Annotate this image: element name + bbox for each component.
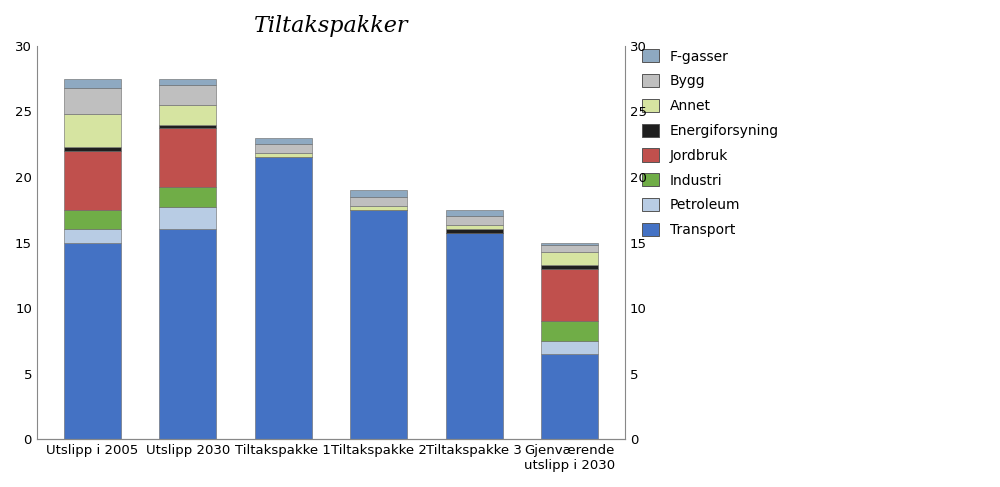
Bar bbox=[255, 153, 312, 157]
Bar bbox=[64, 147, 121, 151]
Bar bbox=[446, 225, 503, 229]
Bar bbox=[541, 354, 598, 439]
Bar bbox=[255, 157, 312, 439]
Bar bbox=[64, 88, 121, 114]
Bar bbox=[159, 129, 216, 187]
Bar bbox=[159, 229, 216, 439]
Bar bbox=[446, 229, 503, 233]
Bar bbox=[541, 269, 598, 321]
Bar bbox=[64, 79, 121, 88]
Bar bbox=[64, 243, 121, 439]
Bar bbox=[446, 210, 503, 216]
Bar bbox=[541, 341, 598, 354]
Bar bbox=[541, 321, 598, 341]
Bar bbox=[64, 210, 121, 229]
Bar bbox=[541, 245, 598, 252]
Bar bbox=[255, 138, 312, 144]
Bar bbox=[159, 105, 216, 125]
Bar bbox=[350, 206, 407, 210]
Bar bbox=[350, 210, 407, 439]
Bar bbox=[541, 265, 598, 269]
Title: Tiltakspakker: Tiltakspakker bbox=[254, 15, 408, 37]
Bar bbox=[541, 243, 598, 245]
Legend: F-gasser, Bygg, Annet, Energiforsyning, Jordbruk, Industri, Petroleum, Transport: F-gasser, Bygg, Annet, Energiforsyning, … bbox=[638, 45, 783, 242]
Bar bbox=[159, 187, 216, 207]
Bar bbox=[64, 151, 121, 210]
Bar bbox=[350, 197, 407, 206]
Bar bbox=[159, 85, 216, 105]
Bar bbox=[64, 114, 121, 147]
Bar bbox=[350, 190, 407, 197]
Bar bbox=[159, 79, 216, 85]
Bar bbox=[446, 216, 503, 225]
Bar bbox=[446, 233, 503, 439]
Bar bbox=[255, 144, 312, 153]
Bar bbox=[64, 229, 121, 243]
Bar bbox=[541, 252, 598, 265]
Bar bbox=[159, 207, 216, 229]
Bar bbox=[159, 125, 216, 129]
